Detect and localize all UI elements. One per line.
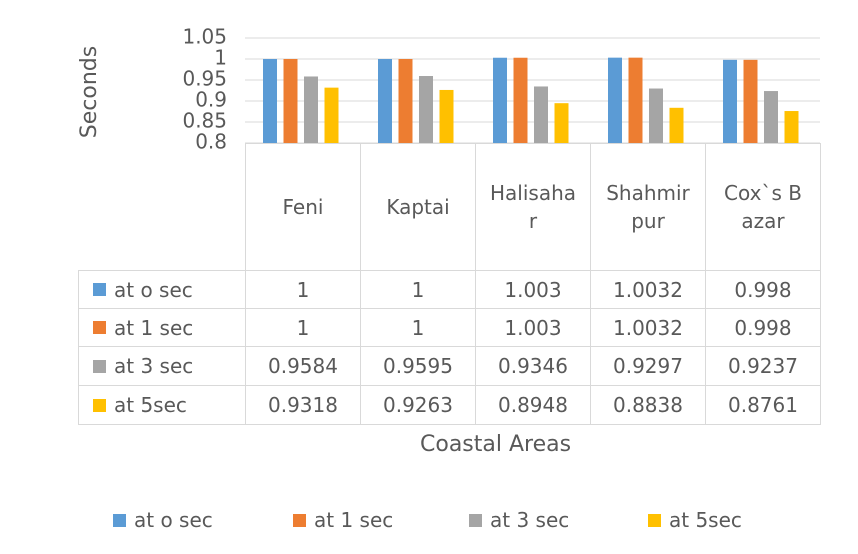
y-tick-label: 0.8 bbox=[195, 130, 227, 154]
bar bbox=[419, 76, 433, 143]
y-tick-label: 0.85 bbox=[182, 109, 227, 133]
legend-swatch bbox=[93, 398, 106, 412]
category-label: Kaptai bbox=[360, 143, 476, 271]
table-value: 1 bbox=[245, 308, 361, 347]
y-tick-label: 0.95 bbox=[182, 67, 227, 91]
bar bbox=[283, 59, 298, 143]
table-value: 0.9263 bbox=[360, 385, 476, 425]
bar bbox=[628, 57, 643, 143]
y-tick-label: 1.05 bbox=[182, 25, 227, 49]
y-tick-label: 0.9 bbox=[195, 88, 227, 112]
table-value: 0.9297 bbox=[590, 346, 706, 386]
table-value: 1.003 bbox=[475, 270, 591, 309]
bar bbox=[304, 76, 318, 143]
table-row-label: at 1 sec bbox=[78, 308, 246, 347]
table-row-label: at o sec bbox=[78, 270, 246, 309]
table-value: 1 bbox=[245, 270, 361, 309]
table-value: 0.998 bbox=[705, 270, 821, 309]
bar bbox=[743, 59, 758, 144]
legend-swatch bbox=[93, 283, 106, 296]
legend-swatch bbox=[113, 513, 126, 527]
bar bbox=[764, 91, 778, 143]
table-value: 1.0032 bbox=[590, 308, 706, 347]
legend-swatch bbox=[93, 359, 106, 373]
table-value: 1 bbox=[360, 308, 476, 347]
table-value: 0.9584 bbox=[245, 346, 361, 386]
table-value: 0.8761 bbox=[705, 385, 821, 425]
table-value: 0.9237 bbox=[705, 346, 821, 386]
series-name: at 3 sec bbox=[114, 354, 194, 378]
bar bbox=[784, 111, 799, 143]
table-value: 0.9346 bbox=[475, 346, 591, 386]
table-value: 0.9595 bbox=[360, 346, 476, 386]
bar bbox=[378, 59, 392, 143]
series-name: at 5sec bbox=[114, 393, 187, 417]
category-label: Halisahar bbox=[475, 143, 591, 271]
category-label: Shahmirpur bbox=[590, 143, 706, 271]
table-row-label: at 5sec bbox=[78, 385, 246, 425]
legend-swatch bbox=[93, 321, 106, 334]
y-axis-label: Seconds bbox=[77, 46, 102, 138]
legend-item: at 1 sec bbox=[293, 506, 393, 534]
legend-label: at 5sec bbox=[669, 508, 742, 532]
table-value: 1 bbox=[360, 270, 476, 309]
category-label: Feni bbox=[245, 143, 361, 271]
legend-item: at 3 sec bbox=[469, 506, 569, 534]
bar bbox=[554, 103, 569, 143]
bar bbox=[534, 86, 548, 143]
legend-swatch bbox=[648, 513, 661, 527]
legend-label: at o sec bbox=[134, 508, 213, 532]
legend-swatch bbox=[469, 513, 482, 527]
legend-label: at 1 sec bbox=[314, 508, 394, 532]
bar bbox=[398, 59, 413, 143]
bar bbox=[608, 57, 622, 143]
table-value: 0.8948 bbox=[475, 385, 591, 425]
table-value: 1.0032 bbox=[590, 270, 706, 309]
table-value: 0.9318 bbox=[245, 385, 361, 425]
legend-swatch bbox=[293, 513, 306, 527]
bar bbox=[493, 57, 507, 143]
category-label: Cox`s Bazar bbox=[705, 143, 821, 271]
table-value: 1.003 bbox=[475, 308, 591, 347]
bar bbox=[669, 107, 684, 143]
series-name: at 1 sec bbox=[114, 315, 194, 340]
bar bbox=[723, 59, 737, 144]
legend-item: at o sec bbox=[113, 506, 213, 534]
table-value: 0.998 bbox=[705, 308, 821, 347]
table-row-label: at 3 sec bbox=[78, 346, 246, 386]
bar bbox=[263, 59, 277, 143]
table-value: 0.8838 bbox=[590, 385, 706, 425]
bar bbox=[439, 89, 454, 143]
bar bbox=[649, 88, 663, 143]
legend-item: at 5sec bbox=[648, 506, 742, 534]
series-name: at o sec bbox=[114, 277, 193, 302]
legend-label: at 3 sec bbox=[490, 508, 570, 532]
bar bbox=[513, 57, 528, 143]
x-axis-label: Coastal Areas bbox=[420, 432, 572, 457]
y-tick-label: 1 bbox=[214, 46, 227, 70]
bar bbox=[324, 87, 339, 143]
